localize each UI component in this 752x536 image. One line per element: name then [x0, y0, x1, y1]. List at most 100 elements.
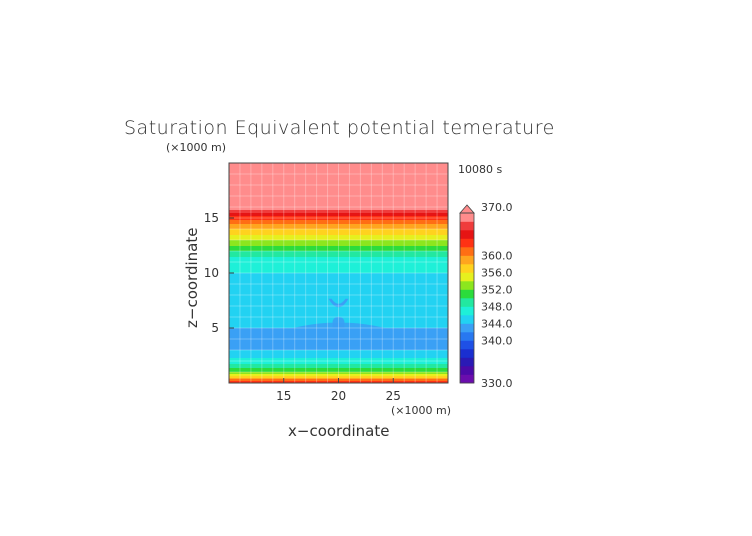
contour-band — [229, 212, 448, 213]
contour-band — [229, 226, 448, 227]
contour-band — [229, 229, 448, 230]
contour-band — [229, 352, 448, 353]
contour-band — [229, 235, 448, 236]
colorbar-cell — [460, 213, 474, 222]
contour-band — [229, 297, 448, 298]
contour-band — [229, 171, 448, 172]
contour-band — [229, 376, 448, 377]
contour-band — [229, 369, 448, 370]
contour-band — [229, 237, 448, 238]
contour-band — [229, 167, 448, 168]
contour-band — [229, 310, 448, 311]
contour-band — [229, 348, 448, 349]
contour-band — [229, 184, 448, 185]
contour-band — [229, 173, 448, 174]
contour-band — [229, 211, 448, 212]
contour-band — [229, 371, 448, 372]
contour-band — [229, 233, 448, 234]
contour-band — [229, 215, 448, 216]
contour-band — [229, 272, 448, 273]
contour-band — [229, 251, 448, 252]
contour-band — [229, 276, 448, 277]
contour-band — [229, 346, 448, 347]
contour-feature — [332, 317, 345, 341]
contour-band — [229, 257, 448, 258]
contour-band — [229, 367, 448, 368]
contour-band — [229, 283, 448, 284]
colorbar-cell — [460, 323, 474, 333]
contour-band — [229, 355, 448, 356]
contour-band — [229, 296, 448, 297]
contour-band — [229, 275, 448, 276]
contour-band — [229, 196, 448, 197]
colorbar-cell — [460, 247, 474, 256]
contour-band — [229, 373, 448, 374]
contour-band — [229, 300, 448, 301]
y-axis-unit: (×1000 m) — [166, 141, 226, 154]
contour-band — [229, 238, 448, 239]
contour-band — [229, 261, 448, 262]
colorbar-cell — [460, 357, 474, 367]
contour-band — [229, 191, 448, 192]
contour-feature — [305, 264, 377, 271]
contour-band — [229, 170, 448, 171]
grid-lines — [229, 163, 448, 383]
contour-band — [229, 299, 448, 300]
colorbar-cell — [460, 221, 474, 231]
y-axis-label: z−coordinate — [183, 228, 201, 328]
contour-band — [229, 209, 448, 210]
contour-band — [229, 182, 448, 183]
contour-band — [229, 364, 448, 365]
colorbar-cell — [460, 264, 474, 273]
contour-band — [229, 194, 448, 195]
contour-band — [229, 202, 448, 203]
colorbar-cell — [460, 349, 474, 358]
contour-band — [229, 213, 448, 214]
contour-band — [229, 177, 448, 178]
contour-band — [229, 281, 448, 282]
contour-band — [229, 294, 448, 295]
contour-band — [229, 216, 448, 217]
contour-band — [229, 198, 448, 199]
colorbar-tick-label: 348.0 — [481, 301, 513, 314]
contour-band — [229, 288, 448, 289]
colorbar-cell — [460, 298, 474, 307]
colorbar-cell — [460, 255, 474, 265]
contour-band — [229, 361, 448, 362]
contour-band — [229, 263, 448, 264]
contour-band — [229, 274, 448, 275]
contour-band — [229, 375, 448, 376]
contour-band — [229, 270, 448, 271]
time-label: 10080 s — [458, 163, 502, 176]
contour-band — [229, 256, 448, 257]
y-tick-label: 5 — [211, 321, 219, 335]
contour-band — [229, 166, 448, 167]
contour-band — [229, 307, 448, 308]
contour-band — [229, 273, 448, 274]
contour-band — [229, 347, 448, 348]
contour-band — [229, 227, 448, 228]
contour-band — [229, 350, 448, 351]
contour-band — [229, 377, 448, 378]
colorbar-cell — [460, 281, 474, 290]
y-tick-label: 15 — [204, 211, 219, 225]
contour-band — [229, 175, 448, 176]
contour-band — [229, 374, 448, 375]
contour-band — [229, 315, 448, 316]
contour-band — [229, 358, 448, 359]
colorbar-tick-label: 360.0 — [481, 250, 513, 263]
contour-band — [229, 309, 448, 310]
contour-band — [229, 356, 448, 357]
contour-band — [229, 370, 448, 371]
x-axis-label: x−coordinate — [288, 422, 389, 440]
contour-band — [229, 193, 448, 194]
contour-band — [229, 353, 448, 354]
contour-band — [229, 195, 448, 196]
colorbar-cell — [460, 340, 474, 350]
contour-band — [229, 185, 448, 186]
contour-band — [229, 228, 448, 229]
contour-band — [229, 174, 448, 175]
contour-band — [229, 254, 448, 255]
contour-band — [229, 278, 448, 279]
contour-band — [229, 200, 448, 201]
